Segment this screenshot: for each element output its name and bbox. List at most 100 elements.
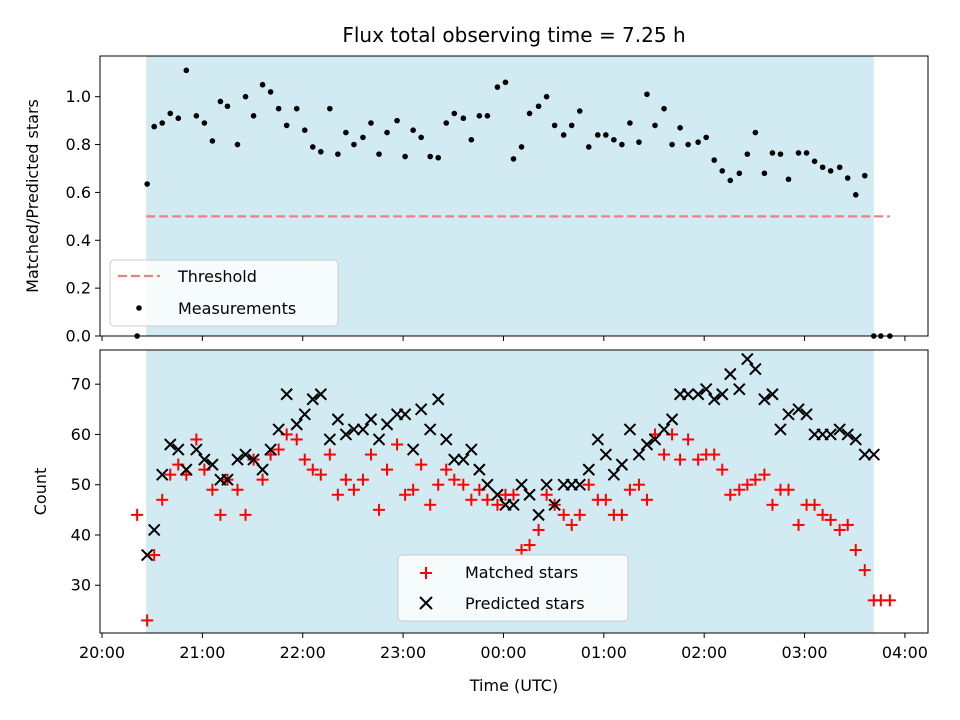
- predicted-star-point: [833, 423, 846, 436]
- y-tick-label: 70: [71, 375, 91, 394]
- predicted-star-point: [841, 428, 854, 441]
- measurement-point: [535, 103, 542, 110]
- measurement-point: [636, 139, 642, 145]
- y-tick-label: 50: [71, 475, 91, 494]
- measurement-point: [844, 175, 851, 181]
- predicted-star-point: [858, 448, 871, 461]
- predicted-star-point: [741, 352, 754, 366]
- legend-matched-label: Matched stars: [465, 563, 578, 582]
- predicted-star-point: [372, 433, 386, 446]
- measurement-point: [394, 117, 400, 124]
- x-tick-label: 01:00: [581, 643, 627, 662]
- predicted-star-point: [331, 413, 345, 426]
- predicted-star-point: [172, 443, 185, 456]
- predicted-star-point: [615, 458, 629, 471]
- predicted-star-point: [708, 393, 721, 406]
- matched-star-point: [424, 498, 437, 511]
- matched-star-point: [206, 483, 219, 496]
- measurement-point: [595, 132, 601, 138]
- measurement-point: [736, 170, 743, 177]
- matched-star-point: [364, 448, 377, 461]
- measurement-point: [551, 122, 558, 129]
- y-tick-label: 0.0: [66, 327, 91, 346]
- predicted-star-point: [699, 383, 713, 396]
- predicted-star-point: [347, 423, 361, 436]
- x-tick-label: 03:00: [781, 643, 827, 662]
- measurement-point: [585, 144, 592, 150]
- measurement-point: [259, 81, 266, 88]
- predicted-star-point: [782, 408, 795, 421]
- matched-star-point: [131, 508, 144, 521]
- matched-star-point: [565, 518, 578, 531]
- legend-measurements-label: Measurements: [178, 299, 296, 318]
- matched-star-point: [481, 493, 494, 506]
- measurement-point: [484, 113, 491, 119]
- measurement-point: [619, 141, 625, 148]
- predicted-star-point: [398, 408, 412, 421]
- measurement-points: [134, 67, 893, 339]
- measurement-point: [343, 129, 349, 136]
- x-tick-label: 21:00: [179, 643, 225, 662]
- y-tick-label: 0.4: [66, 231, 91, 250]
- measurement-point: [309, 144, 316, 150]
- predicted-star-point: [164, 438, 177, 451]
- measurement-point: [476, 113, 483, 119]
- matched-star-point: [792, 518, 805, 531]
- predicted-star-point: [198, 453, 211, 466]
- predicted-star-point: [824, 428, 837, 441]
- measurement-point: [719, 168, 726, 174]
- matched-star-point: [515, 544, 528, 557]
- matched-star-point: [339, 473, 352, 486]
- predicted-star-point: [716, 388, 729, 401]
- measurement-point: [451, 110, 458, 117]
- legend-matched-swatch: [420, 567, 432, 579]
- matched-star-point: [190, 433, 203, 446]
- predicted-star-point: [465, 443, 478, 456]
- matched-star-point: [674, 453, 687, 466]
- measurement-point: [201, 120, 208, 126]
- predicted-star-point: [423, 423, 437, 436]
- matched-star-point: [632, 478, 645, 491]
- matched-star-point: [164, 468, 177, 481]
- predicted-star-point: [256, 463, 269, 476]
- predicted-star-point: [239, 448, 252, 461]
- predicted-star-point: [867, 448, 881, 461]
- matched-star-point: [465, 493, 478, 506]
- measurement-point: [410, 127, 416, 133]
- bottom-legend: Matched stars Predicted stars: [397, 554, 629, 622]
- predicted-star-point: [665, 413, 679, 426]
- measurement-point: [427, 153, 433, 160]
- matched-star-point: [599, 493, 612, 506]
- measurement-point: [861, 172, 868, 179]
- measurement-point: [167, 110, 174, 117]
- top-legend: Threshold Measurements: [109, 259, 339, 327]
- predicted-star-point: [491, 488, 504, 501]
- measurement-point: [468, 136, 475, 143]
- predicted-star-point: [591, 433, 605, 446]
- predicted-star-point: [599, 448, 613, 461]
- chart-title: Flux total observing time = 7.25 h: [342, 23, 685, 47]
- predicted-star-point: [607, 468, 621, 481]
- measurement-point: [301, 127, 308, 133]
- measurement-point: [250, 113, 257, 119]
- predicted-star-point: [272, 423, 285, 436]
- predicted-star-point: [457, 453, 470, 466]
- predicted-star-point: [406, 443, 420, 456]
- matched-star-point: [658, 448, 671, 461]
- legend-box: [109, 259, 339, 327]
- measurement-point: [224, 103, 231, 110]
- predicted-star-point: [414, 403, 428, 416]
- matched-star-point: [716, 463, 729, 476]
- measurement-point: [677, 124, 683, 131]
- predicted-star-point: [648, 433, 662, 446]
- measurement-point: [502, 79, 509, 86]
- matched-star-point: [148, 549, 161, 562]
- measurement-point: [803, 150, 810, 156]
- matched-star-point: [290, 433, 303, 446]
- predicted-star-point: [231, 453, 244, 466]
- measurement-point: [193, 113, 200, 119]
- matched-star-point: [582, 478, 595, 491]
- measurement-point: [242, 93, 249, 100]
- matched-star-point: [615, 508, 628, 521]
- matched-star-point: [256, 473, 269, 486]
